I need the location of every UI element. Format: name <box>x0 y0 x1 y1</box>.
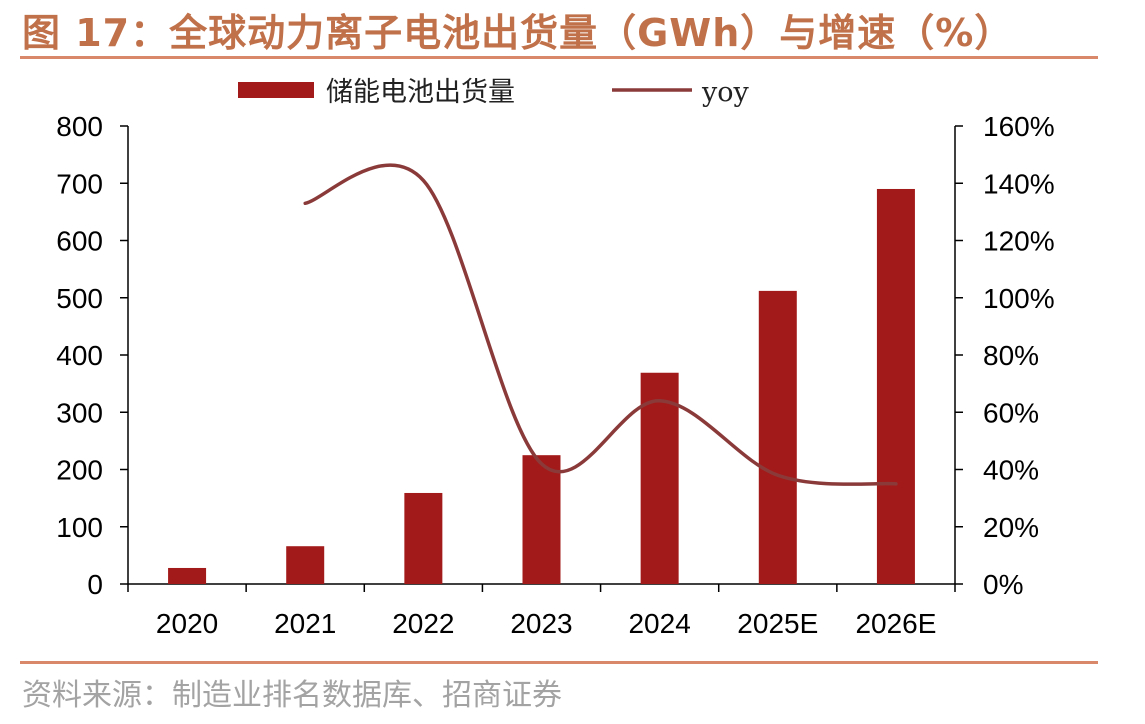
y-right-tick-label: 20% <box>983 512 1039 543</box>
bar <box>876 188 915 584</box>
y-left-tick-label: 100 <box>56 512 103 543</box>
legend-label-bar: 储能电池出货量 <box>326 77 515 108</box>
y-left-tick-label: 500 <box>56 283 103 314</box>
y-left-tick-label: 300 <box>56 397 103 428</box>
bar <box>286 546 325 584</box>
y-left-tick-label: 800 <box>56 111 103 142</box>
bar <box>758 290 797 584</box>
y-right-tick-label: 80% <box>983 340 1039 371</box>
y-left-tick-label: 600 <box>56 226 103 257</box>
source-divider <box>20 661 1098 664</box>
y-left-tick-label: 400 <box>56 340 103 371</box>
x-tick-label: 2026E <box>855 608 936 639</box>
y-right-tick-label: 60% <box>983 397 1039 428</box>
source-note: 资料来源：制造业排名数据库、招商证券 <box>22 678 562 713</box>
y-right-tick-label: 160% <box>983 111 1055 142</box>
figure-title: 图 17：全球动力离子电池出货量（GWh）与增速（%） <box>22 11 1014 55</box>
y-left-tick-label: 700 <box>56 168 103 199</box>
legend-swatch-bar <box>238 82 314 98</box>
bar <box>404 492 443 584</box>
bar <box>640 372 679 584</box>
bar <box>168 567 207 584</box>
yoy-line <box>303 163 898 486</box>
legend-label-line: yoy <box>701 77 750 108</box>
y-right-tick-label: 120% <box>983 226 1055 257</box>
x-tick-label: 2023 <box>510 608 572 639</box>
y-left-tick-label: 0 <box>87 569 103 600</box>
x-tick-label: 2021 <box>274 608 336 639</box>
y-right-tick-label: 100% <box>983 283 1055 314</box>
y-right-tick-label: 140% <box>983 168 1055 199</box>
x-tick-label: 2024 <box>628 608 690 639</box>
x-tick-label: 2020 <box>156 608 218 639</box>
y-right-tick-label: 40% <box>983 455 1039 486</box>
y-right-tick-label: 0% <box>983 569 1023 600</box>
x-tick-label: 2022 <box>392 608 454 639</box>
bar <box>522 455 561 584</box>
title-divider <box>20 56 1098 59</box>
y-left-tick-label: 200 <box>56 455 103 486</box>
x-tick-label: 2025E <box>737 608 818 639</box>
